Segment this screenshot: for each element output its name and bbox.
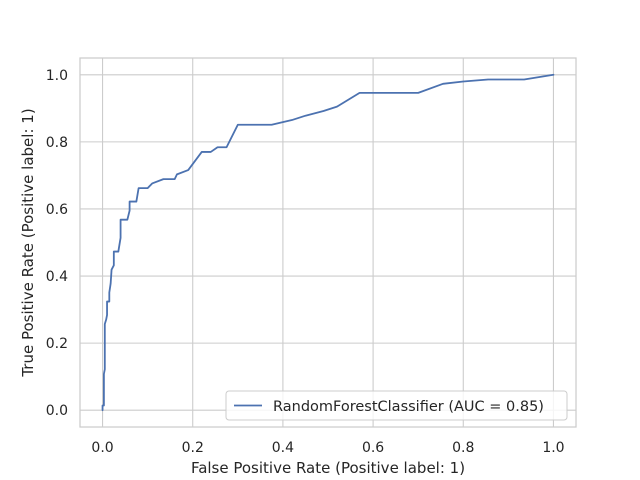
y-tick-label: 0.8: [46, 135, 68, 151]
x-axis-label: False Positive Rate (Positive label: 1): [191, 459, 465, 477]
x-tick-label: 0.2: [182, 440, 204, 456]
tick-labels: 0.0 0.2 0.4 0.6 0.8 1.0 0.0 0.2 0.4 0.6 0.8 1.0: [46, 68, 565, 456]
roc-curve-line: [101, 73, 555, 412]
legend-entry-label: RandomForestClassifier (AUC = 0.85): [273, 399, 544, 415]
plot-frame: [79, 57, 577, 428]
x-tick-label: 0.4: [272, 440, 294, 456]
y-tick-label: 1.0: [46, 68, 68, 84]
series-layer: [101, 73, 555, 412]
grid: [80, 58, 576, 427]
y-tick-label: 0.2: [46, 336, 68, 352]
x-tick-label: 0.0: [91, 440, 113, 456]
x-tick-label: 0.6: [362, 440, 384, 456]
y-tick-label: 0.6: [46, 202, 68, 218]
x-tick-label: 0.8: [452, 440, 474, 456]
y-axis-label: True Positive Rate (Positive label: 1): [19, 108, 37, 377]
y-tick-label: 0.0: [46, 403, 68, 419]
y-tick-label: 0.4: [46, 269, 68, 285]
legend-box: [225, 390, 568, 421]
x-tick-label: 1.0: [542, 440, 564, 456]
legend: RandomForestClassifier (AUC = 0.85): [225, 390, 568, 421]
